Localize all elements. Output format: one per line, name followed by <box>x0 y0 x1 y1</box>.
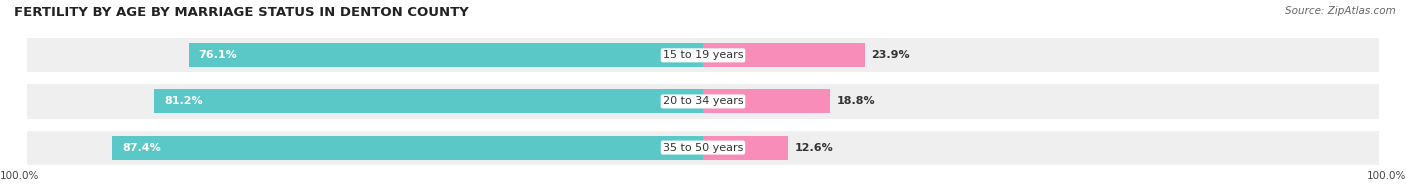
Bar <box>188 43 703 67</box>
Text: 15 to 19 years: 15 to 19 years <box>662 50 744 60</box>
Text: 87.4%: 87.4% <box>122 142 162 152</box>
Text: 20 to 34 years: 20 to 34 years <box>662 96 744 106</box>
Bar <box>27 38 703 72</box>
Bar <box>112 136 703 160</box>
Bar <box>27 131 703 165</box>
Bar <box>703 38 1379 72</box>
Text: 23.9%: 23.9% <box>872 50 910 60</box>
Bar <box>703 89 830 113</box>
Bar <box>155 89 703 113</box>
Text: 12.6%: 12.6% <box>794 142 834 152</box>
Text: 76.1%: 76.1% <box>198 50 238 60</box>
Bar <box>703 131 1379 165</box>
Text: 81.2%: 81.2% <box>165 96 202 106</box>
Text: Source: ZipAtlas.com: Source: ZipAtlas.com <box>1285 6 1396 16</box>
Text: FERTILITY BY AGE BY MARRIAGE STATUS IN DENTON COUNTY: FERTILITY BY AGE BY MARRIAGE STATUS IN D… <box>14 6 468 19</box>
Text: 100.0%: 100.0% <box>1367 171 1406 181</box>
Text: 18.8%: 18.8% <box>837 96 876 106</box>
Text: 100.0%: 100.0% <box>0 171 39 181</box>
Bar <box>703 84 1379 119</box>
Bar <box>27 84 703 119</box>
Text: 35 to 50 years: 35 to 50 years <box>662 142 744 152</box>
Bar <box>703 136 789 160</box>
Bar <box>703 43 865 67</box>
